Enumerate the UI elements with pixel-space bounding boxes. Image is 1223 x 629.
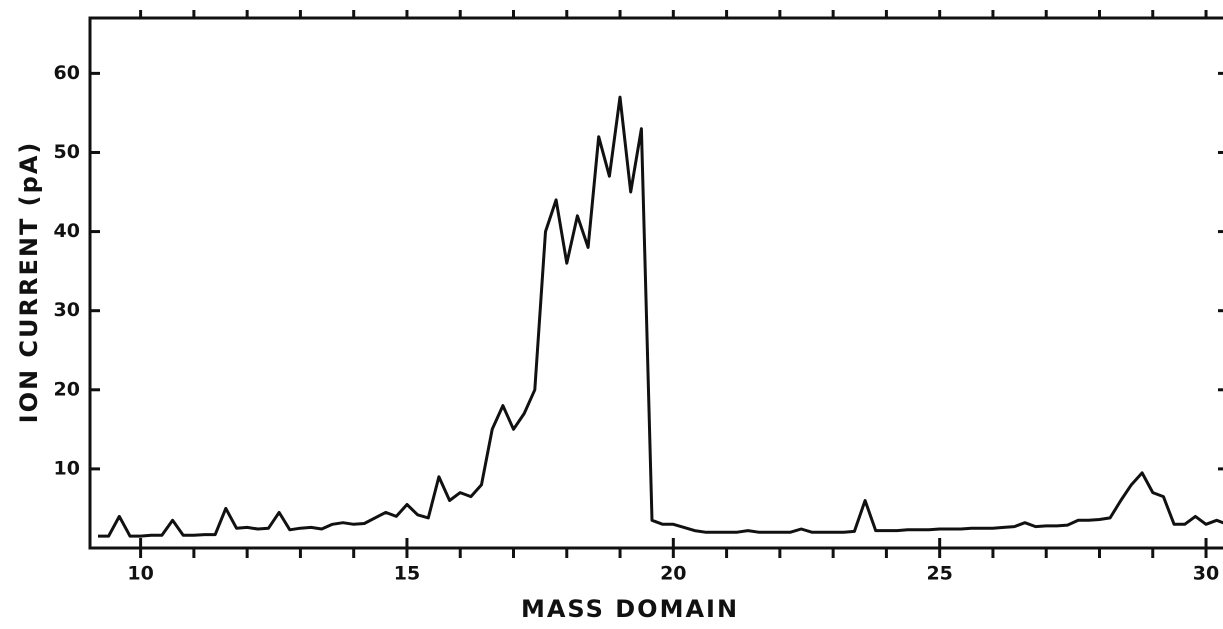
y-tick-label: 10 [54, 457, 80, 479]
x-tick-label: 30 [1193, 563, 1219, 585]
y-tick-label: 60 [54, 62, 80, 84]
x-tick-label: 15 [394, 563, 420, 585]
x-tick-label: 20 [660, 563, 686, 585]
data-line [98, 95, 1223, 538]
y-tick-label: 40 [54, 220, 80, 242]
y-axis-title: ION CURRENT (pA) [15, 141, 43, 424]
x-tick-label: 25 [926, 563, 952, 585]
x-tick-label: 10 [127, 563, 153, 585]
y-tick-label: 30 [54, 299, 80, 321]
x-axis-title: MASS DOMAIN [521, 595, 739, 623]
plot-frame [88, 16, 1223, 550]
y-tick-label: 50 [54, 141, 80, 163]
y-tick-label: 20 [54, 378, 80, 400]
